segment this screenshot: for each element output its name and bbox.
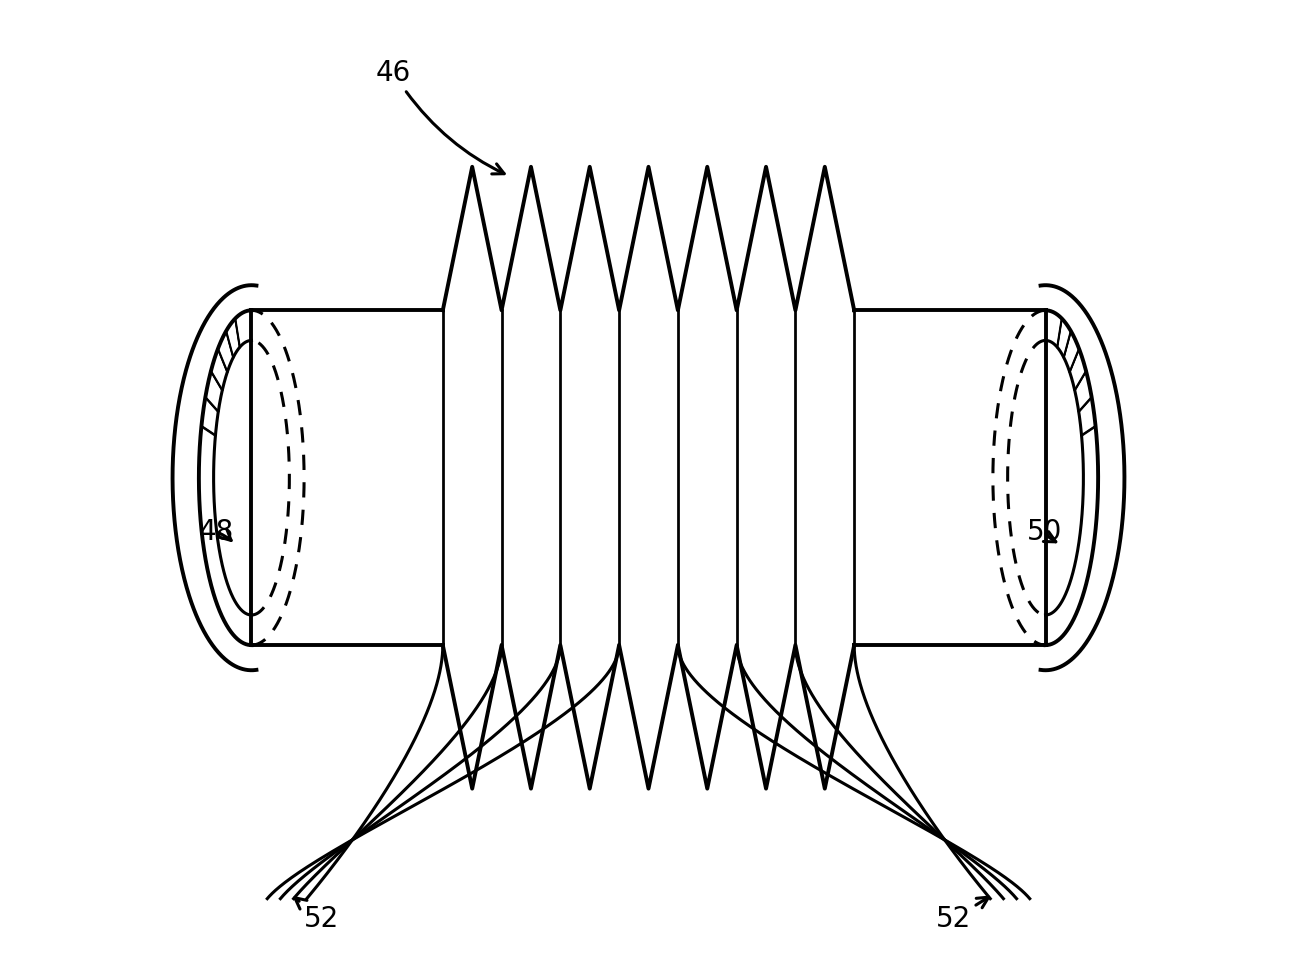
Polygon shape — [205, 397, 218, 412]
Polygon shape — [226, 331, 233, 358]
Polygon shape — [1070, 348, 1079, 372]
Polygon shape — [1057, 318, 1062, 348]
Text: 52: 52 — [935, 897, 988, 933]
Polygon shape — [201, 426, 215, 436]
Text: 46: 46 — [376, 59, 505, 174]
Polygon shape — [1082, 426, 1096, 436]
Polygon shape — [1079, 397, 1092, 412]
Polygon shape — [1075, 371, 1086, 391]
Text: 48: 48 — [198, 518, 235, 546]
Text: 50: 50 — [1026, 518, 1062, 546]
Polygon shape — [211, 371, 222, 391]
Polygon shape — [235, 318, 240, 348]
Polygon shape — [218, 348, 227, 372]
Text: 52: 52 — [294, 897, 340, 933]
Polygon shape — [1064, 331, 1071, 358]
